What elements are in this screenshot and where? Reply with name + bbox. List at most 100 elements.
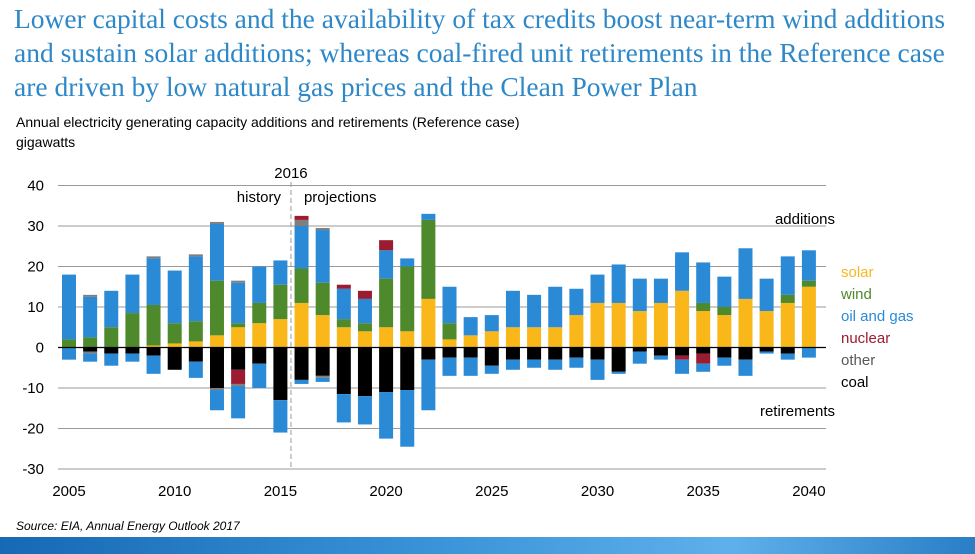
bar-segment-solar-2022 <box>421 298 436 348</box>
bar-segment-oil-and-gas-2023 <box>442 357 457 376</box>
bar-segment-oil-and-gas-2040 <box>801 347 816 358</box>
y-tick-label: -30 <box>22 461 44 478</box>
bar-segment-oil-and-gas-2039 <box>780 256 795 295</box>
bar-segment-oil-and-gas-2028 <box>548 286 563 328</box>
bar-segment-oil-and-gas-2008 <box>125 274 140 314</box>
bar-segment-oil-and-gas-2019 <box>357 396 372 425</box>
bar-segment-oil-and-gas-2007 <box>104 290 119 328</box>
bar-segment-wind-2036 <box>717 307 732 316</box>
bar-segment-other-2012 <box>209 388 224 391</box>
bar-segment-oil-and-gas-2022 <box>421 213 436 220</box>
bar-segment-oil-and-gas-2037 <box>738 359 753 376</box>
y-tick-label: 0 <box>36 340 44 357</box>
bar-segment-solar-2040 <box>801 286 816 348</box>
bar-segment-wind-2008 <box>125 313 140 348</box>
x-tick-label: 2005 <box>52 483 85 500</box>
bar-segment-other-2011 <box>188 254 203 257</box>
retirements-label: retirements <box>760 403 835 420</box>
bar-segment-oil-and-gas-2013 <box>231 385 246 419</box>
bar-segment-coal-2018 <box>336 347 351 395</box>
bar-segment-coal-2008 <box>125 347 140 354</box>
bar-segment-oil-and-gas-2017 <box>315 230 330 283</box>
legend-item-oil-and-gas: oil and gas <box>841 308 914 325</box>
bar-segment-nuclear-2034 <box>675 355 690 360</box>
bar-segment-oil-and-gas-2007 <box>104 353 119 366</box>
bar-segment-solar-2029 <box>569 315 584 348</box>
bar-segment-oil-and-gas-2016 <box>294 379 309 384</box>
bar-segment-coal-2017 <box>315 347 330 376</box>
bar-segment-oil-and-gas-2014 <box>252 363 267 388</box>
bar-segment-solar-2019 <box>357 331 372 348</box>
bar-segment-oil-and-gas-2025 <box>484 315 499 332</box>
bar-segment-oil-and-gas-2040 <box>801 250 816 281</box>
bar-segment-wind-2012 <box>209 280 224 336</box>
bar-segment-other-2013 <box>231 280 246 283</box>
bar-segment-coal-2028 <box>548 347 563 360</box>
additions-label: additions <box>775 211 835 228</box>
bar-segment-wind-2007 <box>104 327 119 348</box>
bar-segment-coal-2033 <box>653 347 668 356</box>
bar-segment-nuclear-2018 <box>336 284 351 289</box>
bar-segment-solar-2031 <box>611 302 626 348</box>
source-note: Source: EIA, Annual Energy Outlook 2017 <box>16 519 240 533</box>
bar-segment-oil-and-gas-2005 <box>62 274 76 340</box>
chart-title: Annual electricity generating capacity a… <box>16 114 520 130</box>
bar-segment-other-2006 <box>83 351 98 354</box>
bar-segment-wind-2035 <box>696 302 711 312</box>
bar-segment-coal-2026 <box>505 347 520 360</box>
bar-segment-oil-and-gas-2020 <box>379 392 394 439</box>
bar-segment-wind-2006 <box>83 337 98 348</box>
bar-segment-oil-and-gas-2011 <box>188 361 203 378</box>
bar-segment-oil-and-gas-2032 <box>632 351 647 364</box>
bar-segment-wind-2016 <box>294 268 309 303</box>
bar-segment-oil-and-gas-2012 <box>209 223 224 281</box>
bar-segment-oil-and-gas-2035 <box>696 262 711 303</box>
bar-segment-oil-and-gas-2026 <box>505 359 520 370</box>
bar-segment-solar-2009 <box>146 345 161 348</box>
bar-segment-oil-and-gas-2023 <box>442 286 457 324</box>
bar-segment-solar-2023 <box>442 339 457 348</box>
bar-segment-oil-and-gas-2037 <box>738 248 753 299</box>
bar-segment-other-2013 <box>231 383 246 386</box>
bar-segment-nuclear-2035 <box>696 353 711 364</box>
bar-segment-other-2009 <box>146 256 161 259</box>
bar-segment-coal-2007 <box>104 347 119 354</box>
bar-segment-nuclear-2019 <box>357 290 372 299</box>
bar-segment-oil-and-gas-2038 <box>759 351 774 354</box>
bar-segment-oil-and-gas-2016 <box>294 226 309 269</box>
bar-segment-solar-2028 <box>548 327 563 348</box>
bar-segment-oil-and-gas-2029 <box>569 357 584 368</box>
bar-segment-oil-and-gas-2009 <box>146 258 161 305</box>
bar-segment-oil-and-gas-2008 <box>125 353 140 362</box>
bar-segment-coal-2024 <box>463 347 478 358</box>
bar-segment-solar-2016 <box>294 302 309 348</box>
bar-segment-solar-2035 <box>696 311 711 348</box>
bar-segment-solar-2012 <box>209 335 224 348</box>
bar-segment-wind-2039 <box>780 294 795 303</box>
bar-segment-oil-and-gas-2021 <box>400 390 415 447</box>
bar-segment-nuclear-2016 <box>294 215 309 220</box>
bar-segment-solar-2014 <box>252 323 267 348</box>
y-tick-label: 40 <box>27 178 44 195</box>
bar-segment-wind-2011 <box>188 321 203 342</box>
bar-segment-coal-2035 <box>696 347 711 354</box>
bar-segment-nuclear-2013 <box>231 369 246 384</box>
bar-segment-other-2012 <box>209 221 224 224</box>
y-axis-units: gigawatts <box>16 134 76 150</box>
bar-segment-coal-2010 <box>167 347 182 370</box>
bar-segment-oil-and-gas-2034 <box>675 359 690 374</box>
bar-segment-wind-2021 <box>400 266 415 332</box>
bar-segment-coal-2022 <box>421 347 436 360</box>
bar-segment-oil-and-gas-2018 <box>336 288 351 320</box>
bar-segment-coal-2036 <box>717 347 732 358</box>
bar-segment-oil-and-gas-2033 <box>653 355 668 360</box>
bar-segment-oil-and-gas-2030 <box>590 274 605 303</box>
bar-segment-wind-2009 <box>146 304 161 346</box>
bar-segment-oil-and-gas-2028 <box>548 359 563 370</box>
bar-segment-solar-2034 <box>675 290 690 348</box>
bar-segment-wind-2015 <box>273 284 288 320</box>
bar-segment-wind-2040 <box>801 280 816 287</box>
bar-segment-wind-2018 <box>336 319 351 328</box>
bar-segment-coal-2031 <box>611 347 626 372</box>
bar-segment-wind-2023 <box>442 323 457 340</box>
